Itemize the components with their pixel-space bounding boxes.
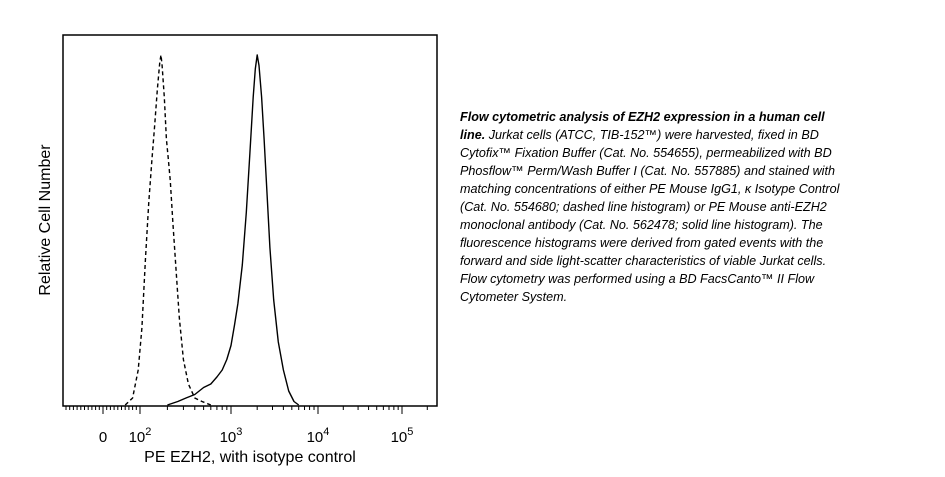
caption-title: Flow cytometric analysis of EZH2 express…: [460, 110, 825, 142]
series-group: [124, 54, 300, 406]
x-axis-ticks: [65, 406, 428, 414]
caption-body: Jurkat cells (ATCC, TIB-152™) were harve…: [460, 128, 840, 304]
ezh2-histogram-line: [167, 54, 300, 406]
x-tick-label: 105: [391, 426, 414, 446]
figure-caption: Flow cytometric analysis of EZH2 express…: [460, 108, 845, 306]
x-tick-label: 102: [129, 426, 152, 446]
isotype-control-histogram-line: [124, 54, 212, 406]
histogram-chart: 0 102 103 104 105 PE EZH2, with isotype cont…: [37, 34, 438, 466]
plot-frame: [62, 34, 438, 407]
x-axis-label: PE EZH2, with isotype control: [144, 449, 356, 466]
y-axis-label: Relative Cell Number: [37, 144, 54, 296]
x-tick-label: 104: [307, 426, 330, 446]
x-axis-tick-labels: 0 102 103 104 105: [99, 426, 414, 446]
x-tick-label: 103: [220, 426, 243, 446]
x-tick-label: 0: [99, 429, 107, 446]
